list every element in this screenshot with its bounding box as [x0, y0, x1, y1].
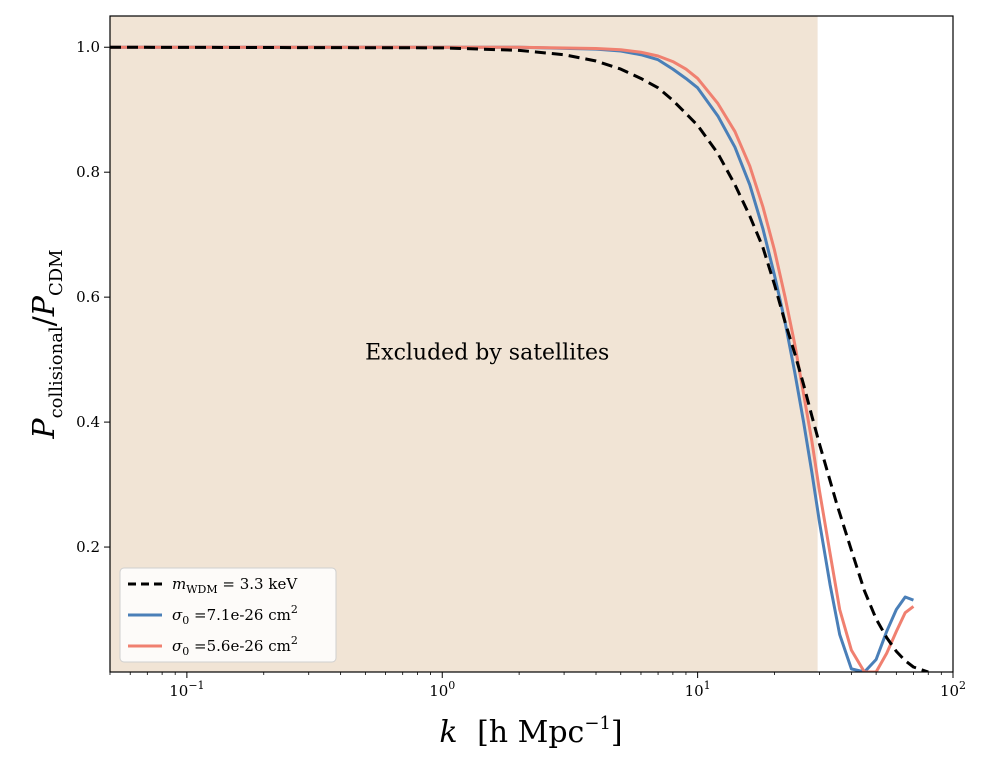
legend-label-wdm: mWDM = 3.3 keV [172, 575, 298, 596]
x-axis-label-exponent: −1 [584, 713, 611, 734]
x-tick-label: 100 [429, 679, 455, 700]
y-axis-label: Pcollisional/PCDM [27, 249, 67, 439]
x-tick-label: 101 [685, 679, 711, 700]
y-tick-label: 0.8 [76, 163, 100, 181]
y-tick-label: 0.2 [76, 538, 100, 556]
shaded-region-layer [110, 16, 818, 672]
y-ticks: 0.2 0.4 0.6 0.8 1.0 [76, 38, 110, 556]
shaded-region-label: Excluded by satellites [365, 341, 609, 366]
legend-label-sigma-5-6: σ0 =5.6e-26 cm2 [172, 634, 298, 658]
y-tick-label: 0.4 [76, 413, 100, 431]
series-line-2 [110, 45, 915, 672]
legend-box [119, 567, 337, 663]
x-ticks: 10−1 100 101 102 [109, 672, 966, 700]
x-tick-label: 102 [940, 679, 966, 700]
x-tick-label: 10−1 [169, 679, 204, 700]
legend: mWDM = 3.3 keV σ0 =7.1e-26 cm2 σ0 =5.6e-… [119, 567, 337, 663]
x-axis-label-unit: [h Mpc [477, 715, 584, 750]
y-tick-label: 0.6 [76, 288, 100, 306]
legend-label-sigma-7-1: σ0 =7.1e-26 cm2 [172, 603, 298, 627]
plot-frame [109, 15, 954, 673]
series-line-0 [110, 45, 929, 672]
series-layer [110, 45, 929, 672]
x-axis-label: k [h Mpc−1] [439, 713, 622, 750]
excluded-region [110, 16, 818, 672]
y-tick-label: 1.0 [76, 38, 100, 56]
